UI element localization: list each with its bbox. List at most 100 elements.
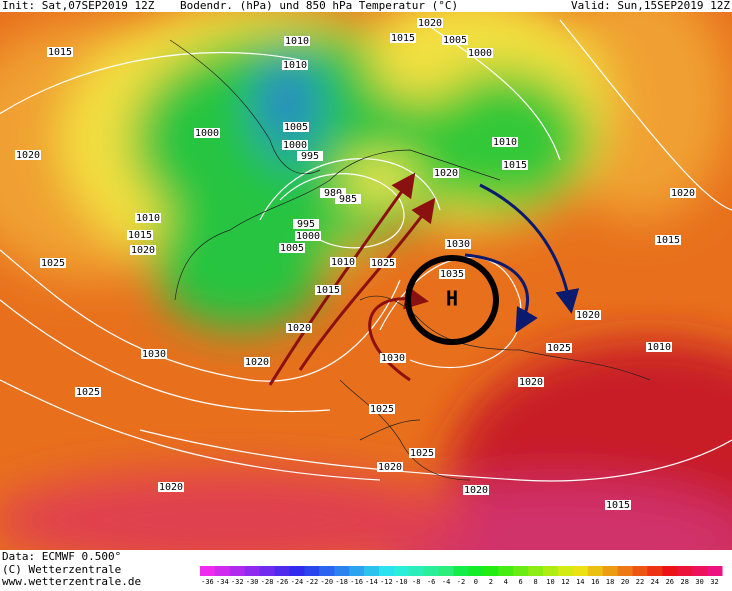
isobar-label: 1025 [547, 343, 571, 354]
color-scale-label: -30 [246, 578, 259, 586]
color-swatch [602, 566, 619, 576]
header-bar [0, 0, 732, 12]
isobar-label: 1015 [503, 160, 527, 171]
color-scale-label: -14 [365, 578, 378, 586]
isobar-label-bg [194, 128, 220, 138]
isobar-label: 1010 [283, 60, 307, 71]
isobar-label-bg [315, 285, 341, 295]
isobar-label-bg [467, 48, 493, 58]
color-scale-label: -26 [276, 578, 289, 586]
isobar-label: 985 [339, 194, 357, 205]
color-swatch [677, 566, 693, 576]
valid-time: Valid: Sun,15SEP2019 12Z [571, 0, 730, 12]
color-swatch [557, 566, 574, 576]
color-swatch [468, 566, 484, 576]
color-scale-label: 18 [606, 578, 614, 586]
color-scale-label: 4 [504, 578, 508, 586]
isobar-label-bg [47, 47, 73, 57]
isobar-label-bg [655, 235, 681, 245]
isobar-labels: 1015102010151010101010051000100010051000… [15, 18, 696, 511]
color-scale-label: -20 [320, 578, 333, 586]
isobar-label-bg [409, 448, 435, 458]
color-scale-label: -6 [427, 578, 435, 586]
color-swatch [259, 566, 276, 576]
isobar-label: 1020 [671, 188, 695, 199]
color-scale-label: -34 [216, 578, 229, 586]
color-scale-label: 10 [546, 578, 554, 586]
isobar-label-bg [284, 36, 310, 46]
isobar-label: 1025 [410, 448, 434, 459]
color-swatch [319, 566, 335, 576]
isobar-label-bg [75, 387, 101, 397]
color-swatch [349, 566, 365, 576]
color-swatch [289, 566, 305, 576]
isobar-label-bg [518, 377, 544, 387]
map-title: Bodendr. (hPa) und 850 hPa Temperatur (°… [180, 0, 458, 12]
isobar-label: 1020 [16, 150, 40, 161]
isobar-label: 1025 [41, 258, 65, 269]
isobar-label: 1010 [285, 36, 309, 47]
isobar-label: 1035 [440, 269, 464, 280]
color-scale-label: 12 [561, 578, 569, 586]
color-scale-label: -36 [201, 578, 214, 586]
color-swatch [244, 566, 261, 576]
isobar-label-bg [283, 122, 309, 132]
isobar-label-bg [282, 140, 308, 150]
color-swatch [513, 566, 529, 576]
isobar-label-bg [135, 213, 161, 223]
isobar-label-bg [320, 188, 346, 198]
isobar-label: 1010 [647, 342, 671, 353]
color-swatch [378, 566, 395, 576]
color-swatch [647, 566, 663, 576]
isobar-label-bg [417, 18, 443, 28]
isobar-label: 1010 [331, 257, 355, 268]
color-scale-label: 16 [591, 578, 599, 586]
color-swatch [214, 566, 231, 576]
isobar-label: 1030 [381, 353, 405, 364]
isobar-label: 1015 [606, 500, 630, 511]
color-swatch [498, 566, 514, 576]
color-swatch [543, 566, 559, 576]
color-swatch [393, 566, 410, 576]
isobar-label-bg [369, 404, 395, 414]
color-scale-label: -32 [231, 578, 244, 586]
isobar-label-bg [377, 462, 403, 472]
isobar-label-bg [502, 160, 528, 170]
data-source: Data: ECMWF 0.500° [2, 550, 121, 563]
isobar-label: 1020 [159, 482, 183, 493]
isobar-label-bg [127, 230, 153, 240]
isobar-label-bg [433, 168, 459, 178]
isobar-label: 1010 [136, 213, 160, 224]
color-swatch [274, 566, 290, 576]
isobar-label-bg [279, 243, 305, 253]
isobar-label-bg [130, 245, 156, 255]
color-scale-label: 24 [651, 578, 659, 586]
isobar-label: 980 [324, 188, 342, 199]
color-scale-label: -28 [261, 578, 274, 586]
isobar-label-bg [293, 219, 319, 229]
color-swatch [438, 566, 455, 576]
isobar-label: 995 [297, 219, 315, 230]
isobar-label: 1015 [316, 285, 340, 296]
color-swatch [707, 566, 723, 576]
isobar-label-bg [605, 500, 631, 510]
isobar-label-bg [492, 137, 518, 147]
isobar-label: 1015 [48, 47, 72, 58]
isobar-label-bg [575, 310, 601, 320]
isobar-label-bg [286, 323, 312, 333]
isobar-label-bg [295, 231, 321, 241]
color-scale-label: -4 [442, 578, 450, 586]
isobar-label-bg [141, 349, 167, 359]
color-scale-label: -22 [306, 578, 319, 586]
isobar-label-bg [330, 257, 356, 267]
isobar-label: 1030 [142, 349, 166, 360]
color-swatch [632, 566, 648, 576]
isobar-label: 1015 [656, 235, 680, 246]
isobar-label-bg [335, 194, 361, 204]
color-swatch [423, 566, 440, 576]
isobar-label: 1005 [284, 122, 308, 133]
color-swatch [229, 566, 246, 576]
color-swatch [662, 566, 678, 576]
